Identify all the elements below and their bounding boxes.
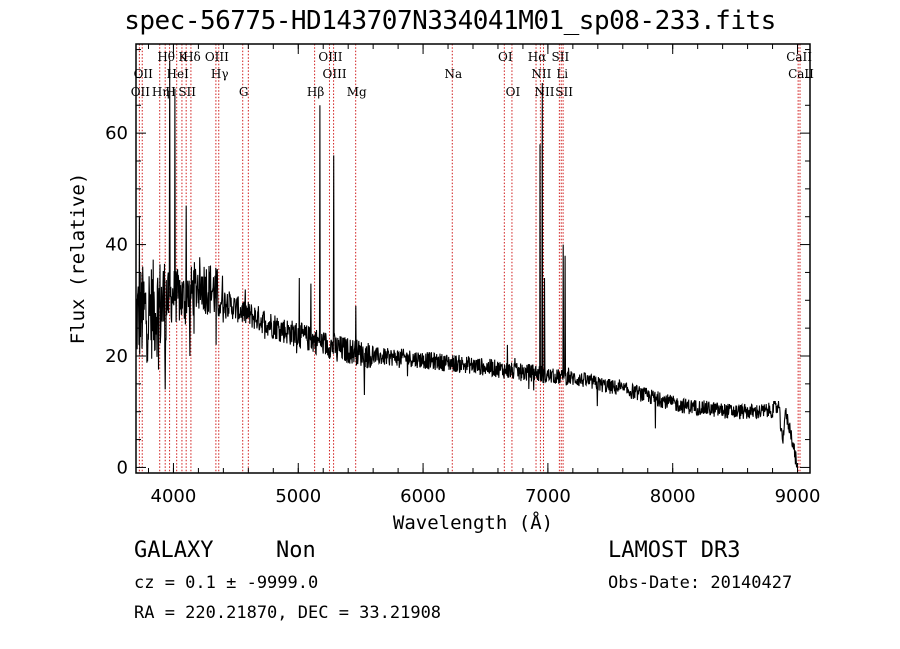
- line-marker-label: SII: [552, 50, 570, 64]
- line-marker-label: OIII: [205, 50, 229, 64]
- x-axis-ticks: 4000 5000 6000 7000 8000 9000: [147, 44, 821, 507]
- line-marker-label: OII: [131, 85, 151, 99]
- x-tick-label: 8000: [650, 486, 696, 507]
- line-marker-label: Hβ: [307, 85, 324, 99]
- line-marker-label: NII: [531, 67, 551, 81]
- emission-line-markers: [138, 44, 801, 473]
- line-marker-label: Hδ: [183, 50, 201, 64]
- line-marker-label: CaII: [786, 50, 812, 64]
- coordinates: RA = 220.21870, DEC = 33.21908: [134, 603, 442, 623]
- line-marker-label: OI: [498, 50, 513, 64]
- line-marker-label: OI: [506, 85, 521, 99]
- line-marker-label: Hθ: [157, 50, 175, 64]
- line-marker-label: Li: [556, 67, 568, 81]
- y-tick-label: 60: [105, 123, 128, 144]
- line-marker-label: HeI: [167, 67, 190, 81]
- observation-date: Obs-Date: 20140427: [608, 573, 793, 593]
- y-axis-ticks: 0 20 40 60: [105, 49, 810, 478]
- x-tick-label: 6000: [400, 486, 446, 507]
- line-marker-label: OIII: [318, 50, 342, 64]
- x-axis-label: Wavelength (Å): [393, 511, 553, 534]
- line-marker-label: Mg: [347, 85, 367, 99]
- line-marker-label: Hη: [152, 85, 170, 99]
- line-marker-label: H: [165, 85, 175, 99]
- line-marker-label: Na: [444, 67, 462, 81]
- line-marker-label: G: [239, 85, 249, 99]
- line-marker-label: Hγ: [211, 67, 229, 81]
- line-marker-label: SII: [178, 85, 196, 99]
- x-tick-label: 4000: [151, 486, 197, 507]
- spectrum-line: [135, 60, 798, 468]
- line-marker-label: K: [178, 50, 188, 64]
- line-marker-label: SII: [555, 85, 573, 99]
- x-tick-label: 9000: [775, 486, 821, 507]
- redshift-value: cz = 0.1 ± -9999.0: [134, 573, 319, 593]
- survey-name: LAMOST DR3: [608, 538, 741, 563]
- line-marker-label: Hα: [528, 50, 547, 64]
- object-class: GALAXY: [134, 538, 214, 563]
- chart-title: spec-56775-HD143707N334041M01_sp08-233.f…: [124, 6, 776, 36]
- y-tick-label: 20: [105, 346, 128, 367]
- line-marker-label: OIII: [323, 67, 347, 81]
- y-tick-label: 0: [117, 457, 128, 478]
- object-subclass: Non: [276, 538, 316, 563]
- y-tick-label: 40: [105, 235, 128, 256]
- x-tick-label: 5000: [275, 486, 321, 507]
- y-axis-label: Flux (relative): [67, 173, 89, 345]
- line-marker-label: NII: [535, 85, 555, 99]
- x-tick-label: 7000: [525, 486, 571, 507]
